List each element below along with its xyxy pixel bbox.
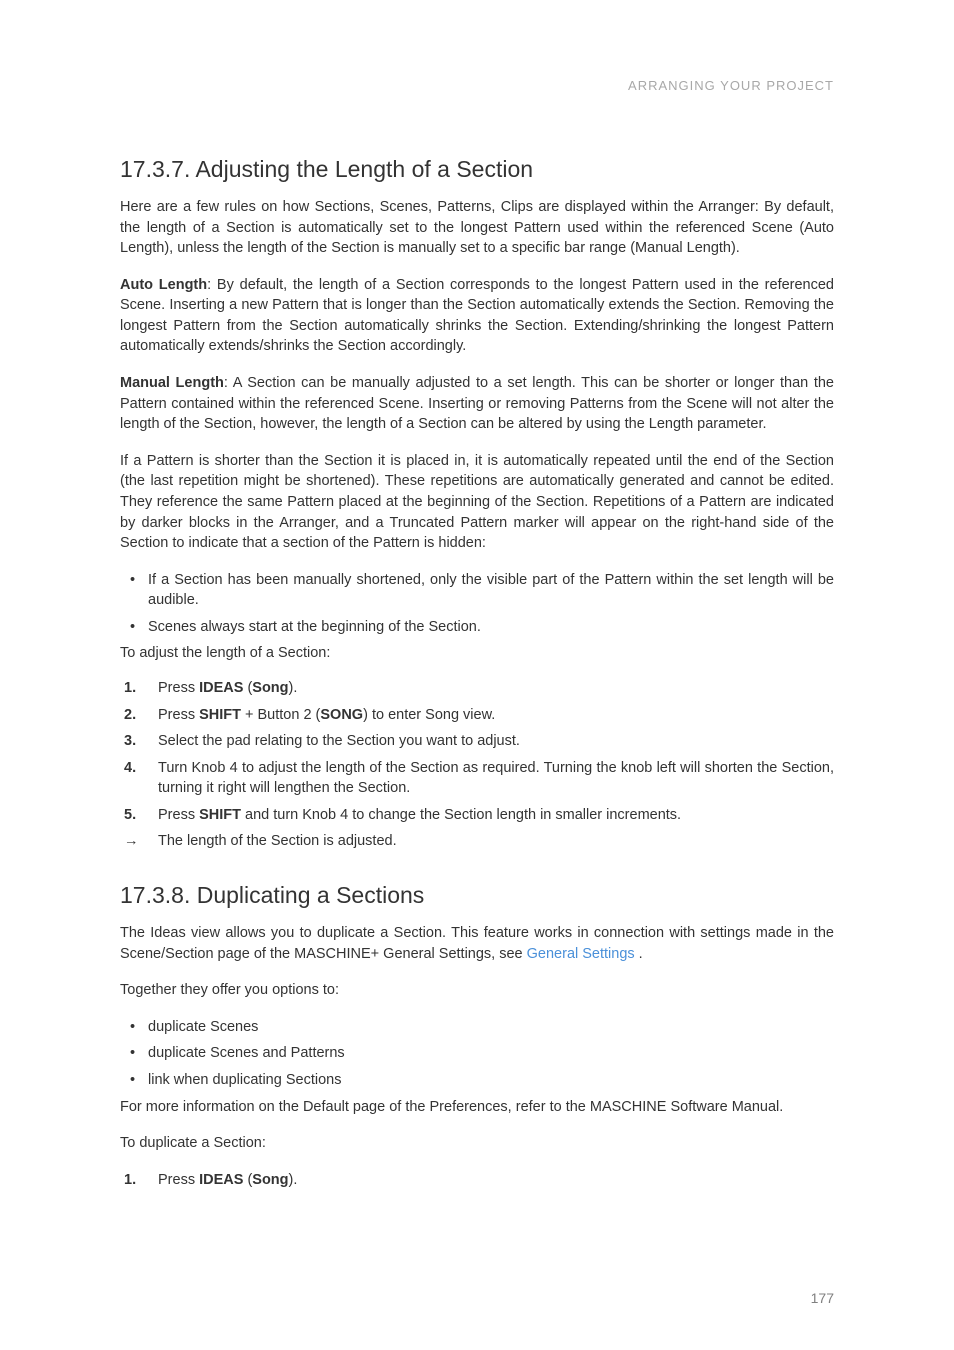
list-item: duplicate Scenes bbox=[120, 1017, 834, 1038]
body-text: To duplicate a Section: bbox=[120, 1133, 834, 1154]
bullet-list: If a Section has been manually shortened… bbox=[120, 570, 834, 638]
list-item: Press SHIFT + Button 2 (SONG) to enter S… bbox=[120, 705, 834, 726]
term-manual-length: Manual Length bbox=[120, 375, 224, 391]
page-number: 177 bbox=[811, 1290, 834, 1306]
list-item: duplicate Scenes and Patterns bbox=[120, 1043, 834, 1064]
bullet-list: duplicate Scenes duplicate Scenes and Pa… bbox=[120, 1017, 834, 1091]
list-item: Press IDEAS (Song). bbox=[120, 678, 834, 699]
list-item: If a Section has been manually shortened… bbox=[120, 570, 834, 611]
section-heading-1: 17.3.7. Adjusting the Length of a Sectio… bbox=[120, 156, 834, 183]
section-heading-2: 17.3.8. Duplicating a Sections bbox=[120, 882, 834, 909]
list-item: Press IDEAS (Song). bbox=[120, 1170, 834, 1191]
body-text: : By default, the length of a Section co… bbox=[120, 277, 834, 355]
body-text: The Ideas view allows you to duplicate a… bbox=[120, 923, 834, 964]
breadcrumb: ARRANGING YOUR PROJECT bbox=[628, 78, 834, 93]
list-item: link when duplicating Sections bbox=[120, 1070, 834, 1091]
body-text: Here are a few rules on how Sections, Sc… bbox=[120, 197, 834, 259]
term-auto-length: Auto Length bbox=[120, 277, 207, 293]
body-text: For more information on the Default page… bbox=[120, 1097, 834, 1118]
result-item: The length of the Section is adjusted. bbox=[120, 831, 834, 852]
body-text: Together they offer you options to: bbox=[120, 980, 834, 1001]
list-item: Scenes always start at the beginning of … bbox=[120, 617, 834, 638]
step-list: Press IDEAS (Song). bbox=[120, 1170, 834, 1191]
list-item: Select the pad relating to the Section y… bbox=[120, 731, 834, 752]
body-text: To adjust the length of a Section: bbox=[120, 643, 834, 664]
page-content: 17.3.7. Adjusting the Length of a Sectio… bbox=[120, 156, 834, 1190]
list-item: Turn Knob 4 to adjust the length of the … bbox=[120, 758, 834, 799]
body-text: Manual Length: A Section can be manually… bbox=[120, 373, 834, 435]
body-text: Auto Length: By default, the length of a… bbox=[120, 275, 834, 357]
body-text: : A Section can be manually adjusted to … bbox=[120, 375, 834, 432]
link-general-settings[interactable]: General Settings bbox=[527, 946, 635, 962]
list-item: Press SHIFT and turn Knob 4 to change th… bbox=[120, 805, 834, 826]
body-text: If a Pattern is shorter than the Section… bbox=[120, 451, 834, 554]
step-list: Press IDEAS (Song). Press SHIFT + Button… bbox=[120, 678, 834, 825]
